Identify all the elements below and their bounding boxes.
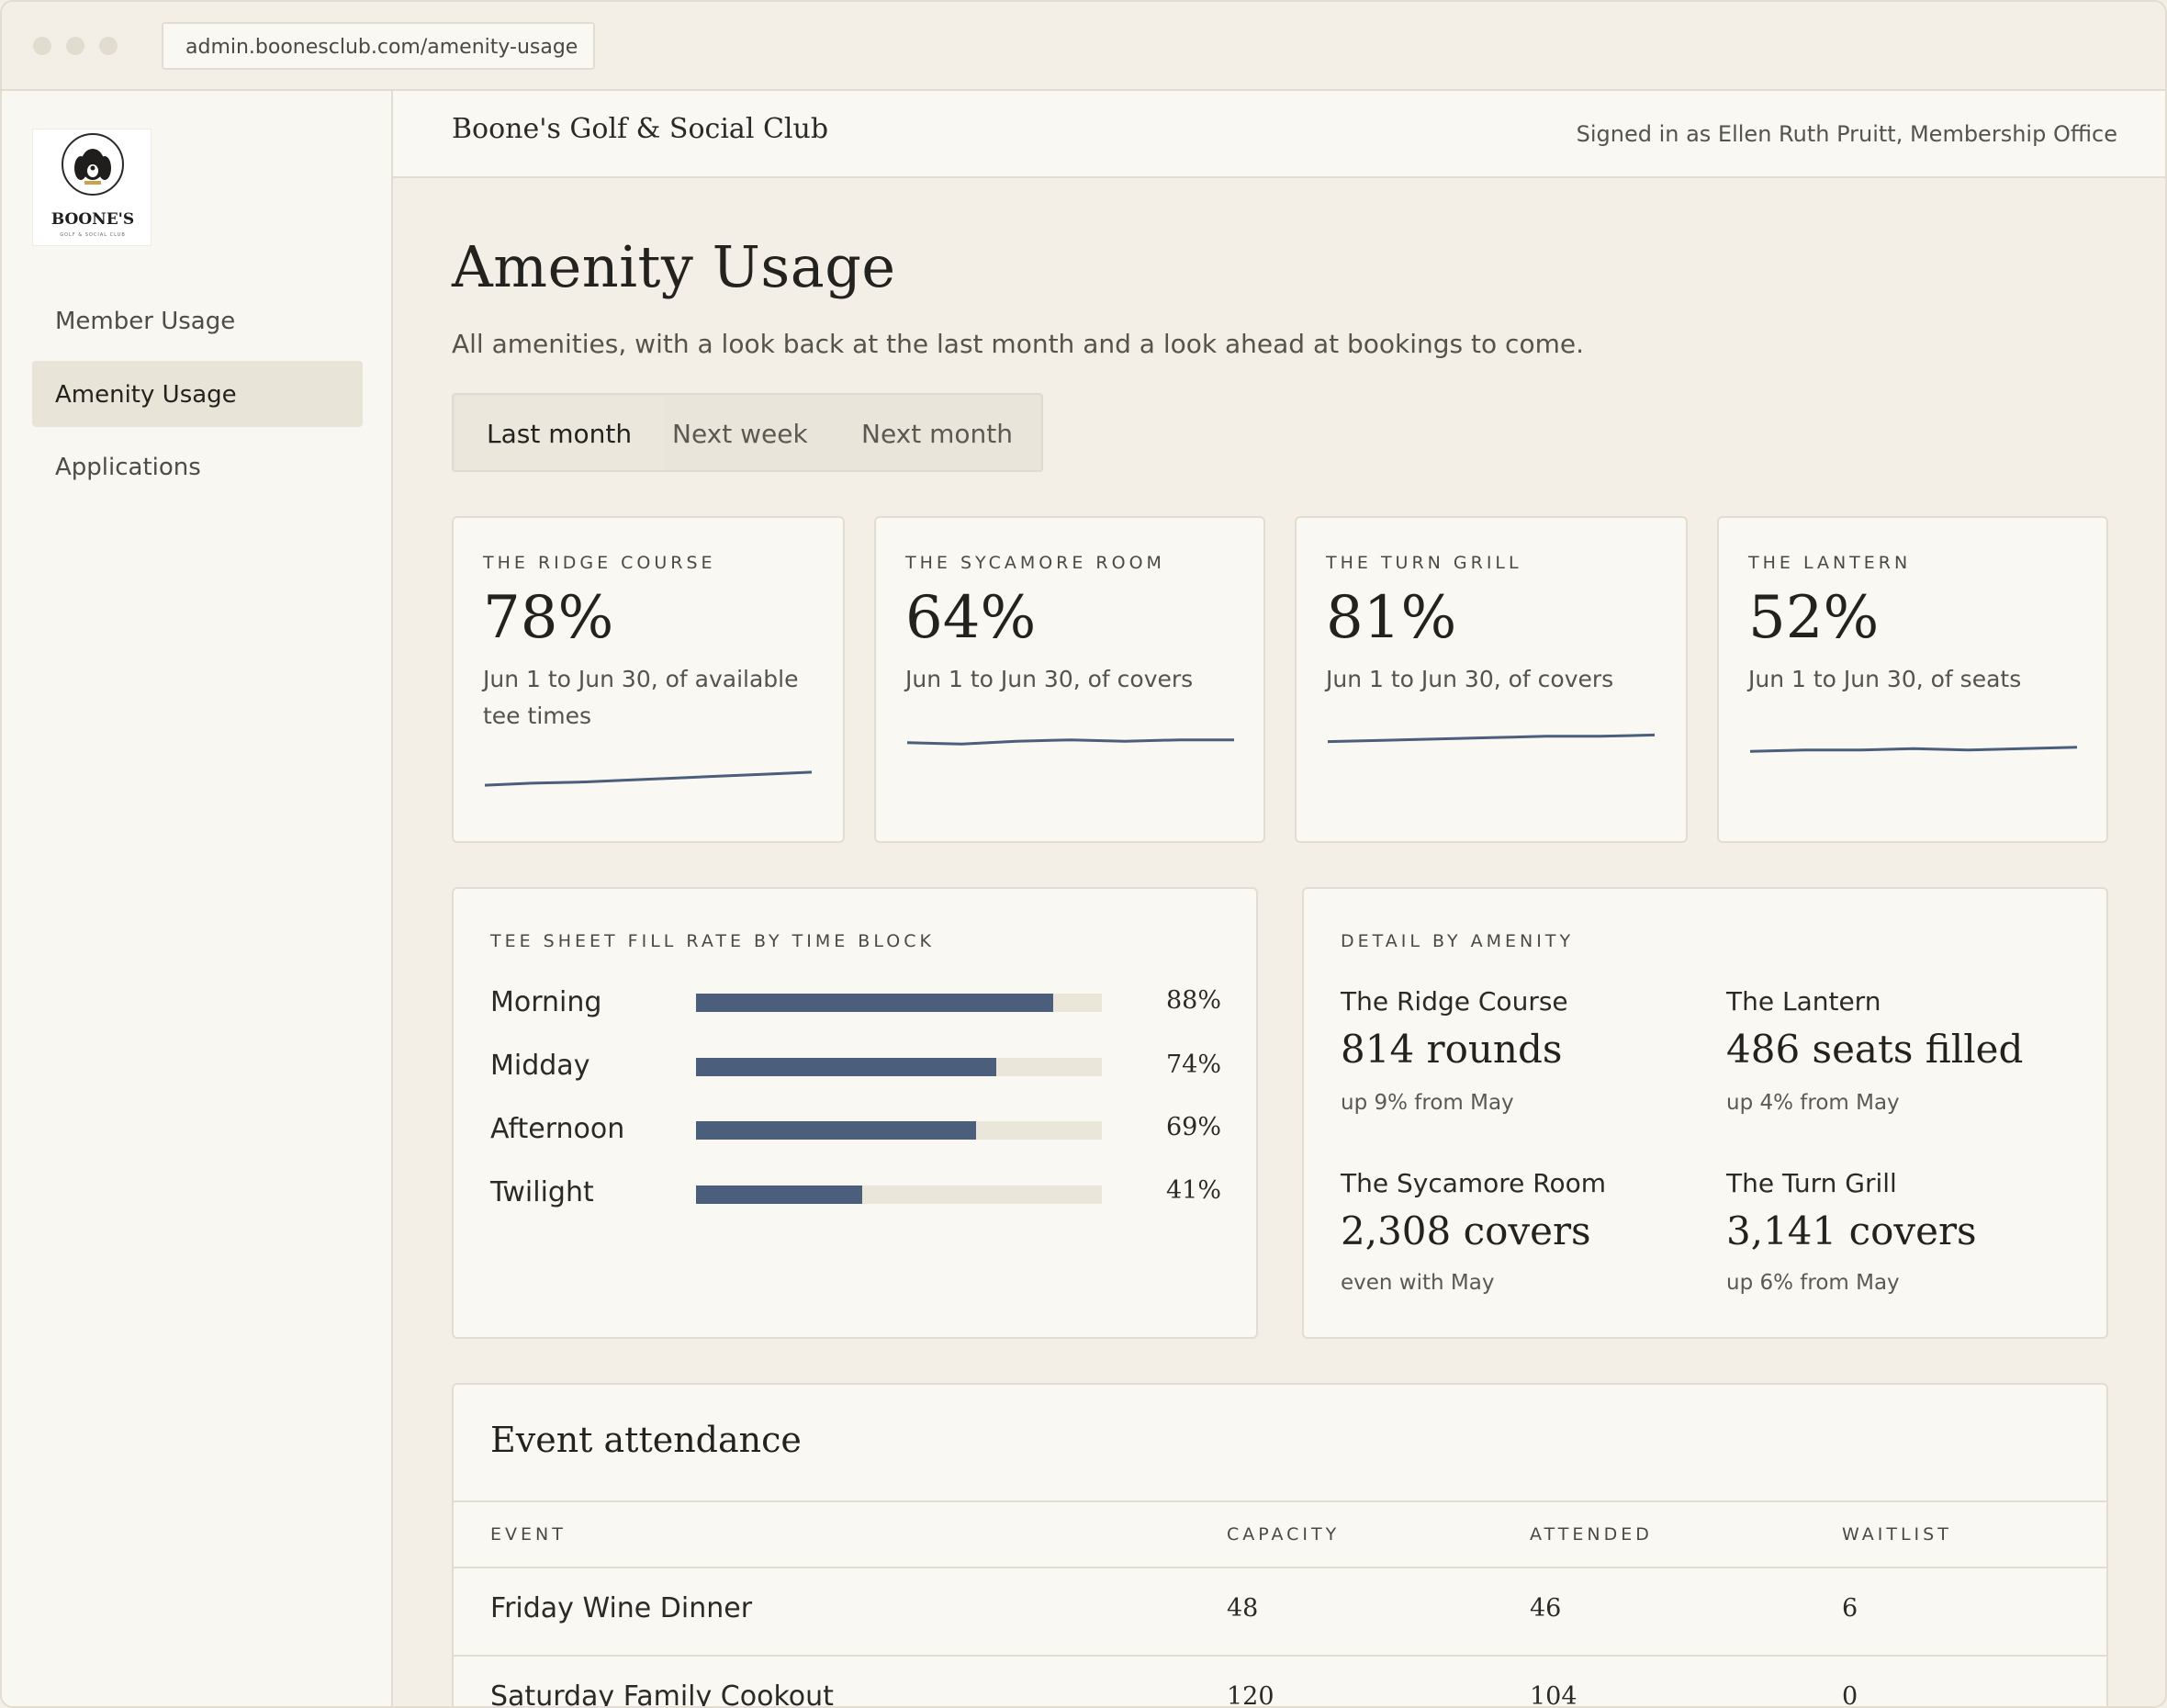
stat-card-name: THE LANTERN [1748, 553, 1912, 573]
divider [454, 1567, 2106, 1568]
event-capacity: 120 [1227, 1682, 1274, 1708]
stat-card-description: Jun 1 to Jun 30, of available tee times [483, 666, 799, 729]
tab-next-week[interactable]: Next week [672, 419, 808, 449]
sidebar: BOONE'S GOLF & SOCIAL CLUB Member Usage … [2, 91, 393, 1706]
page-title: Amenity Usage [452, 233, 896, 300]
event-attendance-table: Event attendance EVENT CAPACITY ATTENDED… [452, 1383, 2108, 1708]
stat-card-name: THE TURN GRILL [1326, 553, 1522, 573]
divider [454, 1655, 2106, 1657]
sidebar-item-applications[interactable]: Applications [32, 433, 363, 500]
time-block-label-morning: Morning [490, 986, 602, 1018]
event-waitlist: 6 [1842, 1594, 1858, 1623]
stat-card-lantern[interactable]: THE LANTERN 52% Jun 1 to Jun 30, of seat… [1717, 516, 2108, 843]
stat-card-value: 52% [1748, 584, 1880, 652]
event-attended: 104 [1530, 1682, 1578, 1708]
detail-amenity-name: The Lantern [1726, 986, 1881, 1017]
stat-card-description: Jun 1 to Jun 30, of covers [1326, 666, 1614, 692]
column-header-waitlist[interactable]: WAITLIST [1842, 1524, 1952, 1545]
tab-next-month[interactable]: Next month [861, 419, 1014, 449]
tee-sheet-title: TEE SHEET FILL RATE BY TIME BLOCK [490, 931, 935, 951]
stat-card-value: 78% [483, 584, 614, 652]
event-name: Saturday Family Cookout [490, 1680, 834, 1708]
fill-bar-twilight [696, 1185, 863, 1204]
time-block-label-twilight: Twilight [490, 1176, 594, 1208]
top-header: Boone's Golf & Social Club Signed in as … [393, 91, 2165, 178]
fill-bar-track-afternoon [696, 1121, 1102, 1140]
window-close-dot[interactable] [33, 37, 51, 55]
detail-amenity-change: up 6% from May [1726, 1271, 1900, 1295]
trend-sparkline [906, 738, 1234, 746]
table-title: Event attendance [490, 1420, 802, 1460]
page-subtitle: All amenities, with a look back at the l… [452, 329, 1584, 359]
stat-card-name: THE SYCAMORE ROOM [905, 553, 1165, 573]
detail-amenity-name: The Turn Grill [1726, 1168, 1897, 1198]
time-block-label-afternoon: Afternoon [490, 1113, 625, 1145]
detail-amenity-name: The Sycamore Room [1341, 1168, 1607, 1198]
tee-sheet-panel: TEE SHEET FILL RATE BY TIME BLOCK Mornin… [452, 887, 1258, 1339]
window-minimize-dot[interactable] [66, 37, 84, 55]
sidebar-item-amenity-usage[interactable]: Amenity Usage [32, 361, 363, 427]
detail-amenity-value: 3,141 covers [1726, 1208, 1977, 1253]
signed-in-user: Signed in as Ellen Ruth Pruitt, Membersh… [1576, 121, 2117, 147]
trend-sparkline [1327, 733, 1656, 744]
period-tabs: Last month Next week Next month [452, 393, 1043, 472]
stat-card-value: 81% [1326, 584, 1457, 652]
detail-amenity-change: up 4% from May [1726, 1091, 1900, 1115]
sidebar-item-label: Applications [55, 454, 201, 481]
detail-amenity-value: 814 rounds [1341, 1027, 1563, 1072]
detail-amenity-change: even with May [1341, 1271, 1495, 1295]
fill-bar-afternoon [696, 1121, 976, 1140]
detail-title: DETAIL BY AMENITY [1341, 931, 1575, 951]
divider [454, 1500, 2106, 1502]
trend-sparkline [1749, 746, 2078, 753]
club-logo[interactable]: BOONE'S GOLF & SOCIAL CLUB [32, 129, 152, 246]
stat-card-name: THE RIDGE COURSE [483, 553, 716, 573]
fill-bar-track-midday [696, 1058, 1102, 1076]
logo-tagline: GOLF & SOCIAL CLUB [60, 232, 126, 238]
dog-logo-icon [62, 133, 124, 196]
fill-bar-midday [696, 1058, 997, 1076]
stat-card-description: Jun 1 to Jun 30, of seats [1748, 666, 2022, 692]
sidebar-item-label: Member Usage [55, 308, 236, 335]
stat-card-ridge-course[interactable]: THE RIDGE COURSE 78% Jun 1 to Jun 30, of… [452, 516, 845, 843]
column-header-attended[interactable]: ATTENDED [1530, 1524, 1653, 1545]
window-maximize-dot[interactable] [99, 37, 118, 55]
stat-card-description: Jun 1 to Jun 30, of covers [905, 666, 1194, 692]
column-header-capacity[interactable]: CAPACITY [1227, 1524, 1341, 1545]
address-bar[interactable]: admin.boonesclub.com/amenity-usage [162, 22, 595, 70]
detail-amenity-value: 486 seats filled [1726, 1027, 2024, 1072]
fill-rate-value-afternoon: 69% [1165, 1113, 1221, 1141]
fill-bar-track-morning [696, 994, 1102, 1012]
detail-amenity-value: 2,308 covers [1341, 1208, 1591, 1253]
stat-card-value: 64% [905, 584, 1037, 652]
trend-sparkline [484, 770, 813, 787]
detail-amenity-change: up 9% from May [1341, 1091, 1514, 1115]
column-header-event[interactable]: EVENT [490, 1524, 567, 1545]
event-attended: 46 [1530, 1594, 1562, 1623]
sidebar-item-label: Amenity Usage [55, 381, 237, 409]
fill-rate-value-morning: 88% [1165, 986, 1221, 1015]
sidebar-item-member-usage[interactable]: Member Usage [32, 287, 363, 354]
time-block-label-midday: Midday [490, 1050, 590, 1082]
event-waitlist: 0 [1842, 1682, 1858, 1708]
club-name[interactable]: Boone's Golf & Social Club [452, 113, 829, 145]
detail-amenity-name: The Ridge Course [1341, 986, 1568, 1017]
fill-rate-value-twilight: 41% [1165, 1176, 1221, 1205]
event-name: Friday Wine Dinner [490, 1592, 753, 1624]
fill-rate-value-midday: 74% [1165, 1051, 1221, 1079]
logo-wordmark: BOONE'S [51, 210, 135, 229]
fill-bar-morning [696, 994, 1053, 1012]
detail-panel: DETAIL BY AMENITY The Ridge Course 814 r… [1302, 887, 2108, 1339]
fill-bar-track-twilight [696, 1185, 1102, 1204]
stat-card-turn-grill[interactable]: THE TURN GRILL 81% Jun 1 to Jun 30, of c… [1295, 516, 1688, 843]
stat-card-sycamore-room[interactable]: THE SYCAMORE ROOM 64% Jun 1 to Jun 30, o… [874, 516, 1265, 843]
browser-toolbar: admin.boonesclub.com/amenity-usage [2, 2, 2165, 91]
tab-last-month[interactable]: Last month [455, 397, 664, 470]
event-capacity: 48 [1227, 1594, 1259, 1623]
